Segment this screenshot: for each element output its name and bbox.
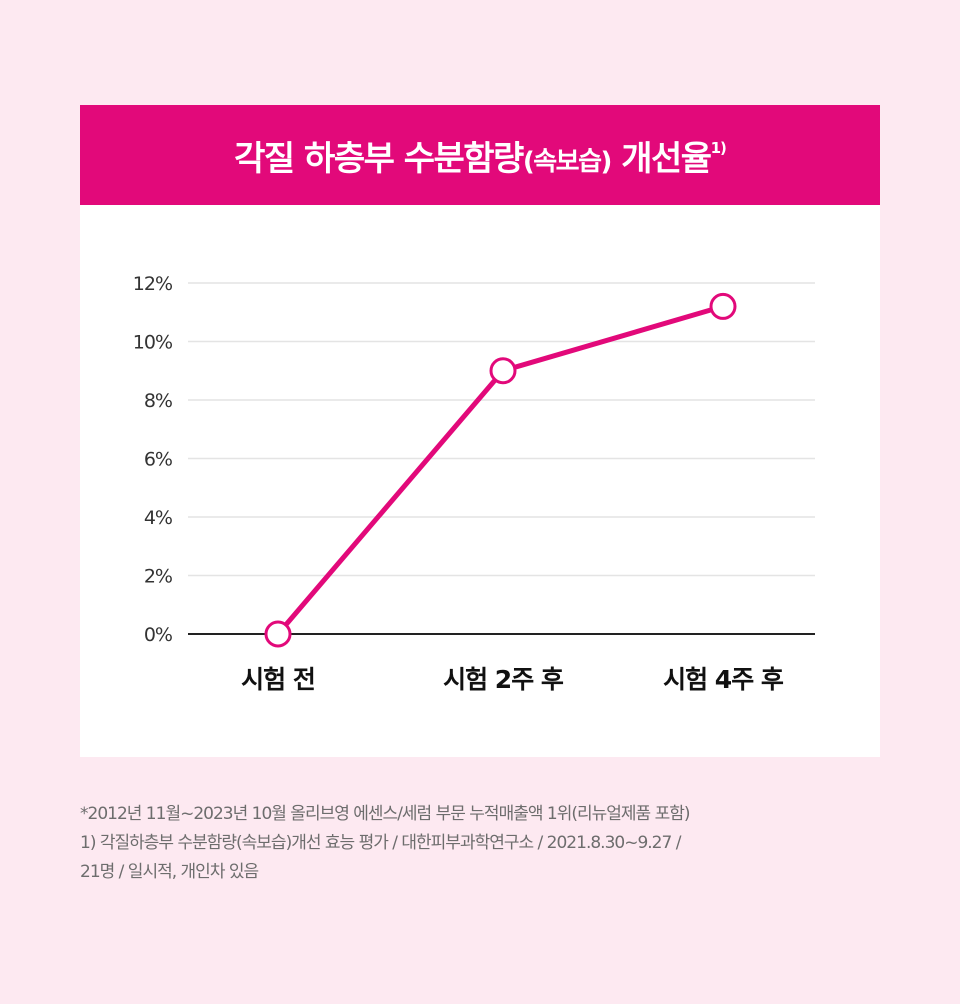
title-paren: (속보습) [522,146,613,177]
series-line [276,304,724,636]
data-point-marker [489,357,517,385]
title-footnote-mark: 1) [710,139,727,158]
title-main: 각질 하층부 수분함량 [234,138,524,179]
y-tick-label: 6% [144,449,172,471]
x-category-label: 시험 2주 후 [443,665,564,694]
y-tick-label: 2% [144,566,172,588]
y-tick-label: 8% [144,390,172,412]
chart-header: 각질 하층부 수분함량(속보습) 개선율1) [80,105,880,205]
chart-card: 각질 하층부 수분함량(속보습) 개선율1) 0% 2% 4% 6% 8% 10% 12% 시… [80,105,880,757]
chart-title: 각질 하층부 수분함량(속보습) 개선율1) [234,131,727,180]
line-chart: 0% 2% 4% 6% 8% 10% 12% 시험 전 시험 2주 후 시험 4주 후 [133,273,815,694]
footnote-line-2: 1) 각질하층부 수분함량(속보습)개선 효능 평가 / 대한피부과학연구소 /… [80,833,681,853]
data-point-marker [264,620,292,648]
footnote-line-1: *2012년 11월~2023년 10월 올리브영 에센스/세럼 부문 누적매출… [80,804,691,824]
y-tick-label: 12% [133,273,172,295]
x-category-label: 시험 4주 후 [663,665,784,694]
footnote-line-3: 21명 / 일시적, 개인차 있음 [80,862,259,882]
title-end: 개선율 [610,138,712,179]
y-tick-label: 10% [133,332,172,354]
footnotes: *2012년 11월~2023년 10월 올리브영 에센스/세럼 부문 누적매출… [80,800,900,887]
data-point-marker [709,292,737,320]
y-tick-label: 4% [144,507,172,529]
x-category-label: 시험 전 [241,665,315,694]
y-tick-label: 0% [144,624,172,646]
